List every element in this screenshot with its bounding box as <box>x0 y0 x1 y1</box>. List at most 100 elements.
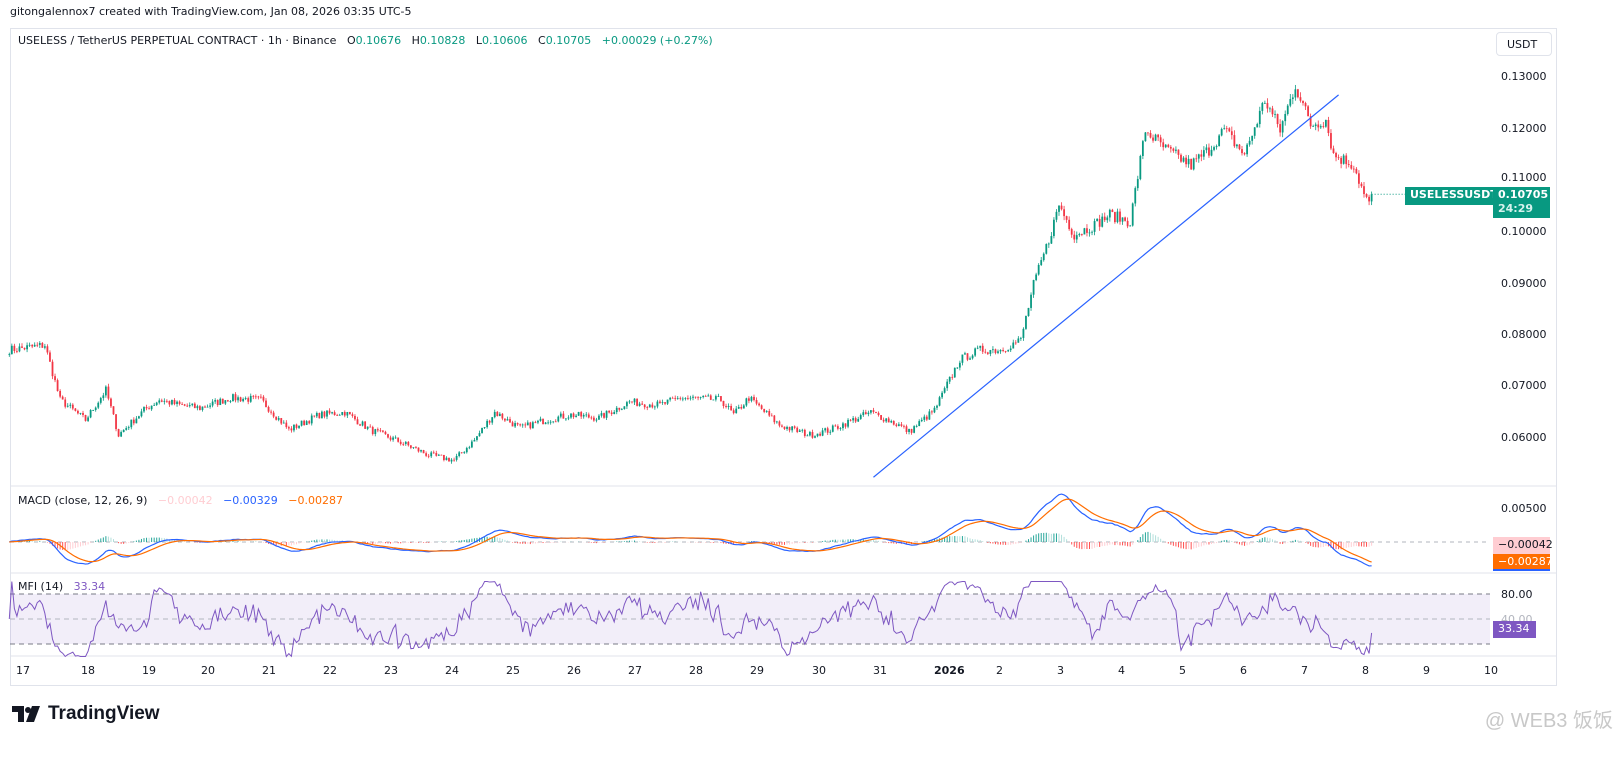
currency-unit-button[interactable]: USDT <box>1496 32 1552 56</box>
candle-body <box>31 344 34 347</box>
candle-body <box>1116 211 1119 223</box>
time-tick: 4 <box>1118 664 1125 677</box>
candle-body <box>486 420 489 428</box>
candle-body <box>313 415 316 417</box>
candle-body <box>1172 148 1175 151</box>
candle-body <box>631 401 633 403</box>
candle-body <box>709 395 712 400</box>
candle-body <box>732 410 735 414</box>
candle-body <box>1312 126 1315 127</box>
candle-body <box>260 396 262 398</box>
candle-body <box>796 427 799 432</box>
candle-body <box>89 410 92 418</box>
candle-body <box>969 358 971 360</box>
candle-body <box>903 425 905 427</box>
candle-body <box>882 419 885 422</box>
mfi-line <box>8 581 1373 658</box>
candle-body <box>1185 157 1187 165</box>
candle-body <box>336 414 339 416</box>
candle-body <box>542 418 544 425</box>
macd-title[interactable]: MACD (close, 12, 26, 9) <box>18 494 148 507</box>
candle-body <box>49 352 51 362</box>
mfi-value: 33.34 <box>73 580 106 593</box>
candle-body <box>437 454 440 456</box>
candle-body <box>16 350 18 352</box>
candle-body <box>420 450 422 452</box>
macd-hist-tag: −0.00042 <box>1493 537 1553 554</box>
candle-body <box>1144 132 1147 142</box>
candle-body <box>847 419 849 427</box>
candle-body <box>992 349 994 351</box>
candle-body <box>730 405 733 411</box>
candle-body <box>920 419 923 422</box>
candle-body <box>880 415 882 420</box>
candle-body <box>1050 236 1053 244</box>
candle-body <box>598 415 600 420</box>
candle-body <box>720 396 722 401</box>
time-tick: 10 <box>1484 664 1498 677</box>
candle-body <box>549 421 552 423</box>
candle-body <box>925 416 928 420</box>
price-tick: 0.07000 <box>1501 379 1547 392</box>
watermark: @ WEB3 饭饭 <box>1484 710 1613 732</box>
candle-body <box>422 450 425 454</box>
candle-body <box>775 421 778 423</box>
candle-body <box>181 403 184 405</box>
candle-body <box>468 447 471 449</box>
macd-signal-line <box>9 498 1372 563</box>
candle-body <box>354 415 356 420</box>
candle-body <box>1335 153 1337 158</box>
mfi-title[interactable]: MFI (14) <box>18 580 64 593</box>
candle-body <box>577 412 580 416</box>
candle-body <box>1340 157 1343 164</box>
candle-body <box>300 420 303 426</box>
candle-body <box>852 418 855 421</box>
candle-body <box>458 452 461 456</box>
candle-body <box>173 400 176 405</box>
candle-body <box>214 400 217 402</box>
candle-body <box>38 343 41 345</box>
candle-body <box>285 422 288 428</box>
candle-body <box>79 412 82 414</box>
candle-body <box>1208 147 1210 156</box>
candle-body <box>356 419 359 425</box>
candle-body <box>887 418 890 423</box>
candle-body <box>580 412 583 417</box>
symbol-title[interactable]: USELESS / TetherUS PERPETUAL CONTRACT · … <box>18 34 337 47</box>
candle-body <box>1187 158 1190 165</box>
candle-body <box>252 395 255 397</box>
candle-body <box>534 422 537 424</box>
candle-body <box>666 399 669 404</box>
last-price: 0.10705 <box>1498 188 1549 201</box>
candle-body <box>165 400 168 402</box>
candle-body <box>364 421 367 429</box>
time-tick: 17 <box>16 664 30 677</box>
candle-body <box>1241 149 1243 154</box>
candle-body <box>923 416 926 420</box>
candle-body <box>897 424 900 426</box>
candle-body <box>674 398 677 400</box>
candle-body <box>600 413 603 416</box>
candle-body <box>99 398 102 403</box>
candle-body <box>689 397 692 399</box>
candle-body <box>1106 217 1109 221</box>
candle-body <box>819 433 821 436</box>
candle-body <box>331 412 333 414</box>
candle-body <box>120 432 123 437</box>
candle-body <box>138 416 140 419</box>
time-tick: 5 <box>1179 664 1186 677</box>
candle-body <box>849 419 852 421</box>
open-label: O <box>346 34 356 47</box>
candle-body <box>1246 144 1248 155</box>
trendline <box>873 94 1339 478</box>
candle-body <box>275 416 278 420</box>
candle-body <box>343 412 346 416</box>
candle-body <box>216 400 219 406</box>
time-tick: 29 <box>750 664 764 677</box>
candle-body <box>679 398 682 399</box>
candle-body <box>470 441 473 448</box>
candle-body <box>1271 108 1274 115</box>
candle-body <box>244 398 247 399</box>
candle-body <box>374 429 377 435</box>
